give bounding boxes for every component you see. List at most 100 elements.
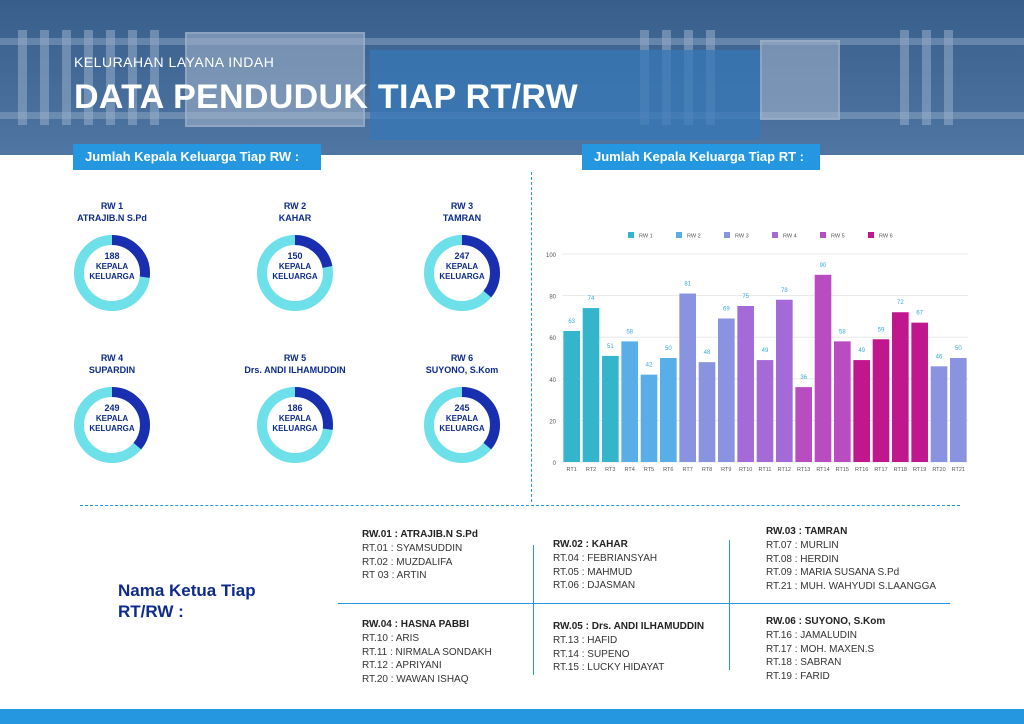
y-tick-label: 40 xyxy=(549,378,556,384)
donut-ring xyxy=(424,387,500,463)
bar xyxy=(950,358,967,462)
bar-value-label: 69 xyxy=(723,306,730,312)
donut-arc xyxy=(424,235,500,311)
leader-group-head: RW.02 : KAHAR xyxy=(553,539,628,550)
legend-entry: RW 2 xyxy=(687,234,701,240)
leader-group-rw05: RW.05 : Drs. ANDI ILHAMUDDIN RT.13 : HAF… xyxy=(553,620,753,675)
leader-item: RT.06 : DJASMAN xyxy=(553,580,636,591)
bar xyxy=(621,341,638,462)
bar xyxy=(602,355,619,462)
bar xyxy=(834,341,851,462)
donut-unit-line2: KELUARGA xyxy=(89,272,135,281)
bar-value-label: 36 xyxy=(800,375,807,381)
y-tick-label: 0 xyxy=(553,461,557,467)
footer-bar xyxy=(0,709,1024,724)
bar-value-label: 58 xyxy=(626,329,633,335)
bar xyxy=(737,306,754,462)
leader-group-rw01: RW.01 : ATRAJIB.N S.Pd RT.01 : SYAMSUDDI… xyxy=(362,528,562,583)
leader-group-rw03: RW.03 : TAMRAN RT.07 : MURLIN RT.08 : HE… xyxy=(766,525,966,593)
donut-value: 150 xyxy=(287,251,303,261)
legend-swatch xyxy=(820,232,826,238)
leader-group-head: RW.05 : Drs. ANDI ILHAMUDDIN xyxy=(553,621,705,632)
bar-value-label: 46 xyxy=(936,354,943,360)
rw-leader-name: TAMRAN xyxy=(442,213,482,223)
legend-swatch xyxy=(676,232,682,238)
x-tick-label: RT2 xyxy=(586,467,596,473)
donut-value: 188 xyxy=(104,251,120,261)
leader-item: RT.20 : WAWAN ISHAQ xyxy=(362,673,469,685)
rw-leader-name: SUYONO, S.Kom xyxy=(425,365,499,375)
donut-unit-line1: KEPALA xyxy=(95,262,129,271)
leader-item: RT.09 : MARIA SUSANA S.Pd xyxy=(766,567,900,578)
donut-ring xyxy=(257,235,333,311)
x-tick-label: RT4 xyxy=(625,467,635,473)
rw-label: RW 1 xyxy=(100,201,124,211)
rw-donut: RW 4 SUPARDIN 249 KEPALA KELUARGA xyxy=(47,352,177,466)
donut-unit-line2: KELUARGA xyxy=(89,424,135,433)
donut-unit-line2: KELUARGA xyxy=(272,272,318,281)
bar xyxy=(582,308,600,462)
bar xyxy=(930,366,948,462)
x-tick-label: RT17 xyxy=(874,467,887,473)
donut-center-text: 249 KEPALA KELUARGA xyxy=(47,402,177,434)
leader-item: RT.14 : SUPENO xyxy=(553,648,630,660)
leader-item: RT.07 : MURLIN xyxy=(766,540,839,551)
rw-leader-name: KAHAR xyxy=(278,213,312,223)
bar xyxy=(563,330,580,462)
y-tick-label: 60 xyxy=(549,336,556,342)
x-tick-label: RT15 xyxy=(836,467,849,473)
rw-label: RW 2 xyxy=(283,201,307,211)
y-tick-label: 80 xyxy=(549,295,556,301)
bar-value-label: 63 xyxy=(568,319,575,325)
legend-entry: RW 1 xyxy=(639,234,653,240)
bar-value-label: 67 xyxy=(916,311,923,317)
donut-unit-line2: KELUARGA xyxy=(439,272,485,281)
leader-item: RT.12 : APRIYANI xyxy=(362,660,442,671)
donut-unit-line1: KEPALA xyxy=(445,262,479,271)
rt-section-heading: Jumlah Kepala Keluarga Tiap RT : xyxy=(582,144,820,170)
bar xyxy=(911,322,928,462)
donut-value: 249 xyxy=(104,403,120,413)
bar xyxy=(718,318,735,462)
leader-group-rw02: RW.02 : KAHAR RT.04 : FEBRIANSYAH RT.05 … xyxy=(553,538,753,593)
x-tick-label: RT21 xyxy=(952,467,965,473)
x-tick-label: RT18 xyxy=(894,467,907,473)
bar-value-label: 49 xyxy=(858,348,865,354)
donut-arc xyxy=(424,387,500,463)
x-tick-label: RT5 xyxy=(644,467,654,473)
x-tick-label: RT16 xyxy=(855,467,868,473)
leader-item: RT.16 : JAMALUDIN xyxy=(766,630,857,641)
bar xyxy=(853,360,870,462)
legend-entry: RW 3 xyxy=(735,234,749,240)
donut-ring xyxy=(74,387,150,463)
bar-value-label: 48 xyxy=(704,350,711,356)
leader-item: RT.18 : SABRAN xyxy=(766,657,842,668)
leader-group-rw04: RW.04 : HASNA PABBI RT.10 : ARIS RT.11 :… xyxy=(362,618,562,686)
leader-item: RT.08 : HERDIN xyxy=(766,553,839,565)
rw-donut: RW 2 KAHAR 150 KEPALA KELUARGA xyxy=(230,200,360,314)
x-tick-label: RT7 xyxy=(683,467,693,473)
donut-value: 186 xyxy=(287,403,303,413)
leader-item: RT 03 : ARTIN xyxy=(362,570,427,581)
horizontal-divider xyxy=(80,505,960,506)
bar xyxy=(698,362,716,462)
donut-ring xyxy=(74,235,150,311)
leader-item: RT.11 : NIRMALA SONDAKH xyxy=(362,646,492,658)
bar-value-label: 50 xyxy=(665,346,672,352)
legend-entry: RW 6 xyxy=(879,234,893,240)
leaders-horizontal-line xyxy=(338,603,950,604)
bar xyxy=(892,312,909,462)
bar xyxy=(640,374,658,462)
rw-donut: RW 6 SUYONO, S.Kom 245 KEPALA KELUARGA xyxy=(397,352,527,466)
donut-center-text: 150 KEPALA KELUARGA xyxy=(230,250,360,282)
x-tick-label: RT14 xyxy=(816,467,829,473)
x-tick-label: RT1 xyxy=(567,467,577,473)
rw-label: RW 6 xyxy=(450,353,474,363)
rw-label: RW 5 xyxy=(283,353,307,363)
leaders-vertical-line-1 xyxy=(533,545,534,675)
donut-ring xyxy=(424,235,500,311)
x-tick-label: RT13 xyxy=(797,467,810,473)
rw-leader-name: SUPARDIN xyxy=(88,365,136,375)
rw-donut: RW 5 Drs. ANDI ILHAMUDDIN 186 KEPALA KELUARG… xyxy=(230,352,360,466)
